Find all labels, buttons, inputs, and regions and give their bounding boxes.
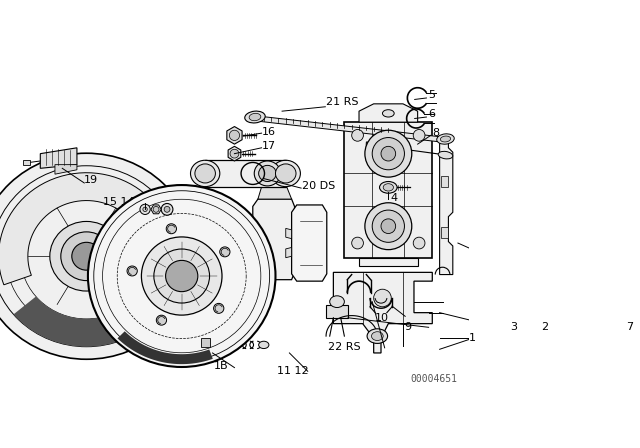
Polygon shape: [333, 272, 432, 353]
Ellipse shape: [365, 203, 412, 250]
Text: 17: 17: [262, 141, 276, 151]
Ellipse shape: [161, 203, 173, 215]
Ellipse shape: [440, 136, 451, 142]
Text: 1B: 1B: [214, 361, 228, 371]
Ellipse shape: [413, 129, 425, 141]
Ellipse shape: [271, 160, 300, 187]
Polygon shape: [227, 126, 242, 144]
Polygon shape: [285, 247, 292, 258]
Ellipse shape: [0, 153, 195, 359]
Polygon shape: [260, 116, 447, 142]
Text: 4: 4: [390, 193, 397, 202]
Bar: [198, 335, 226, 355]
Bar: [205, 160, 285, 187]
Ellipse shape: [127, 266, 138, 276]
Ellipse shape: [436, 134, 454, 144]
Text: 5: 5: [429, 90, 436, 100]
Polygon shape: [151, 205, 161, 214]
Polygon shape: [440, 139, 453, 275]
Ellipse shape: [352, 237, 364, 249]
Ellipse shape: [381, 219, 396, 233]
Ellipse shape: [141, 237, 222, 315]
Ellipse shape: [153, 207, 159, 212]
Polygon shape: [292, 205, 327, 281]
Ellipse shape: [372, 210, 404, 242]
Polygon shape: [285, 228, 292, 239]
Ellipse shape: [164, 207, 170, 212]
Ellipse shape: [254, 161, 280, 186]
Polygon shape: [118, 332, 212, 364]
Ellipse shape: [154, 249, 209, 303]
Ellipse shape: [371, 332, 383, 340]
Bar: [441, 227, 449, 238]
Ellipse shape: [383, 110, 394, 117]
Bar: [326, 305, 348, 318]
Polygon shape: [253, 199, 294, 280]
Ellipse shape: [191, 160, 220, 187]
Ellipse shape: [156, 315, 166, 325]
Ellipse shape: [380, 181, 397, 193]
Bar: [202, 338, 211, 347]
Ellipse shape: [88, 185, 275, 367]
Bar: [22, 159, 30, 165]
Ellipse shape: [230, 149, 239, 158]
Polygon shape: [55, 165, 77, 174]
Ellipse shape: [365, 130, 412, 177]
Ellipse shape: [383, 184, 394, 191]
Text: 9: 9: [404, 322, 412, 332]
Polygon shape: [258, 185, 292, 199]
Text: 16: 16: [262, 127, 276, 137]
Text: 11 12: 11 12: [277, 366, 308, 376]
Text: 6: 6: [429, 109, 436, 119]
Ellipse shape: [372, 138, 404, 170]
Ellipse shape: [244, 111, 265, 123]
Ellipse shape: [259, 341, 269, 349]
Ellipse shape: [166, 260, 198, 292]
Text: 3: 3: [510, 322, 517, 332]
Ellipse shape: [50, 221, 123, 291]
Polygon shape: [248, 245, 253, 255]
Ellipse shape: [72, 242, 101, 270]
Ellipse shape: [195, 164, 216, 183]
Ellipse shape: [214, 303, 224, 313]
Text: 1: 1: [469, 333, 476, 343]
Ellipse shape: [249, 113, 261, 121]
Polygon shape: [366, 142, 410, 152]
Ellipse shape: [381, 146, 396, 161]
Ellipse shape: [438, 151, 452, 159]
Ellipse shape: [140, 204, 150, 215]
Text: 8: 8: [432, 128, 440, 138]
Text: 20 DS: 20 DS: [302, 181, 335, 191]
Ellipse shape: [413, 237, 425, 249]
Bar: [441, 176, 449, 187]
Ellipse shape: [220, 247, 230, 257]
Text: 7: 7: [627, 322, 634, 332]
Ellipse shape: [166, 224, 177, 234]
Ellipse shape: [367, 329, 388, 344]
Bar: [344, 122, 432, 258]
Ellipse shape: [259, 165, 276, 181]
Text: 10: 10: [375, 313, 389, 323]
Ellipse shape: [330, 296, 344, 307]
Text: 15 14 13: 15 14 13: [102, 197, 152, 207]
Polygon shape: [359, 104, 418, 122]
Text: 21 RS: 21 RS: [326, 97, 358, 108]
Polygon shape: [13, 297, 148, 347]
Text: 00004651: 00004651: [410, 374, 458, 383]
Ellipse shape: [143, 207, 147, 211]
Polygon shape: [40, 148, 77, 168]
Ellipse shape: [352, 129, 364, 141]
Polygon shape: [0, 173, 174, 298]
Text: 22 RS: 22 RS: [328, 342, 361, 352]
Polygon shape: [248, 223, 253, 233]
Ellipse shape: [229, 130, 239, 141]
Polygon shape: [228, 146, 241, 161]
Polygon shape: [359, 258, 418, 267]
Ellipse shape: [275, 164, 296, 183]
Text: 19: 19: [84, 175, 99, 185]
Ellipse shape: [374, 289, 391, 307]
Text: 2: 2: [541, 322, 548, 332]
Ellipse shape: [61, 232, 112, 280]
